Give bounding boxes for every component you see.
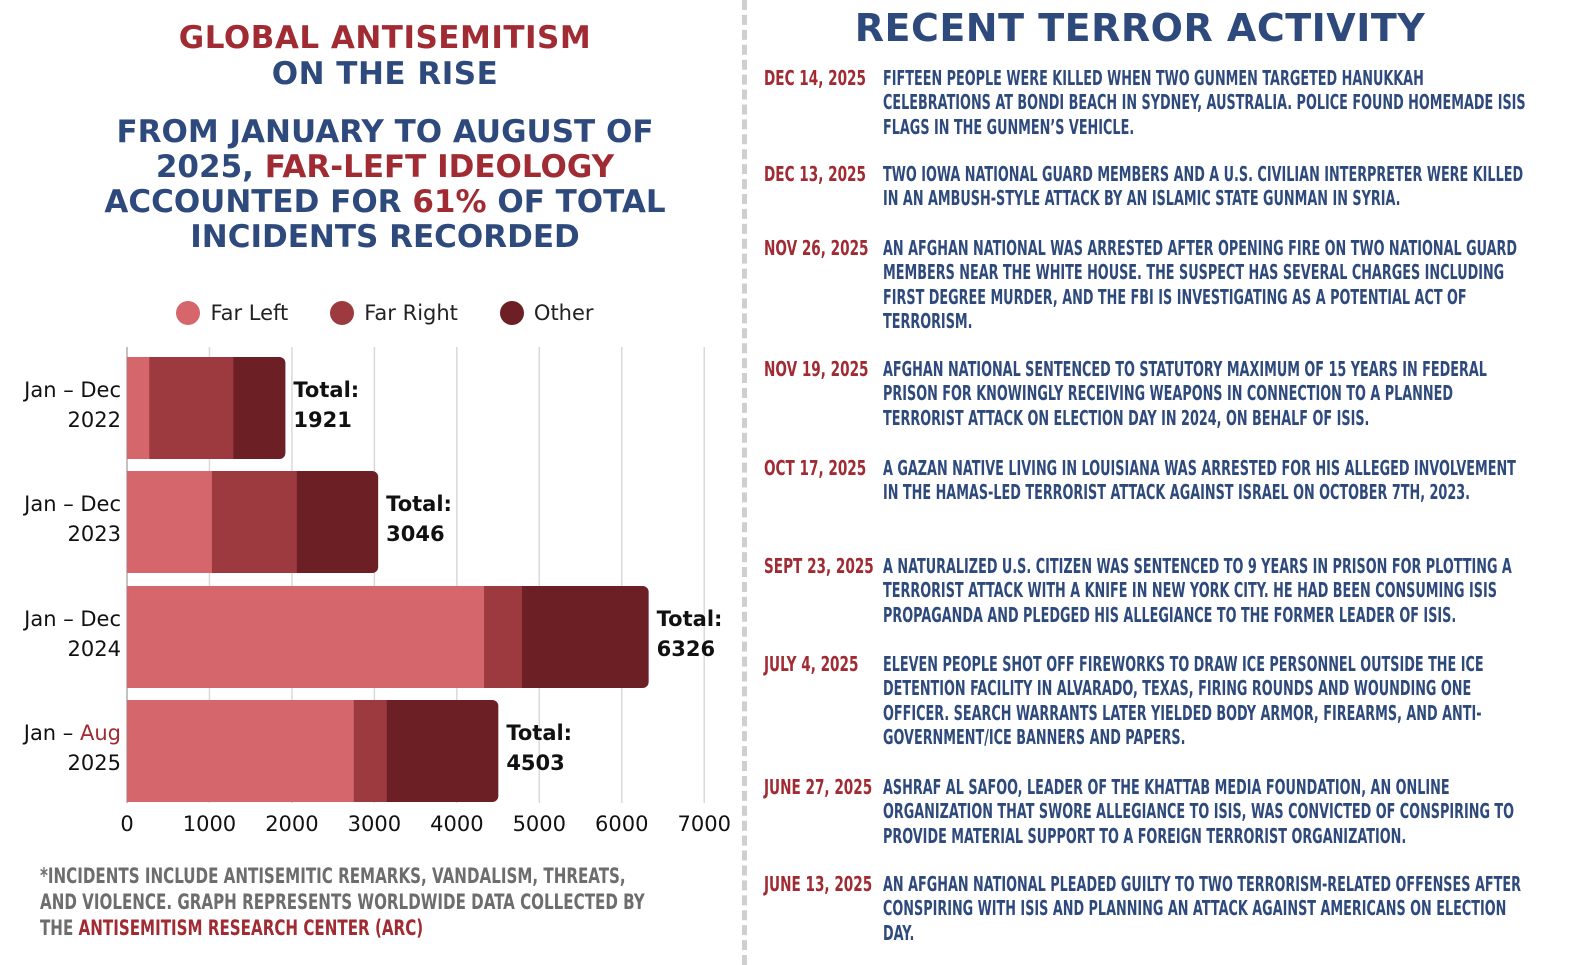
event-date: JUNE 13, 2025 — [764, 872, 873, 896]
category-label-line1: Jan – Dec — [22, 607, 121, 631]
total-value: 6326 — [657, 637, 715, 661]
terror-activity-title: RECENT TERROR ACTIVITY — [854, 6, 1426, 50]
bar-far-right — [353, 700, 388, 802]
event-description: Ashraf Al Safoo, leader of the Khattab M… — [883, 775, 1515, 848]
legend-swatch-far-left — [176, 301, 201, 325]
event-date: JULY 4, 2025 — [764, 652, 859, 676]
chart-footnote: *INCIDENTS INCLUDE ANTISEMITIC REMARKS, … — [40, 863, 664, 941]
x-tick-label: 0 — [120, 812, 133, 836]
dashed-divider — [742, 0, 747, 965]
event-date: NOV 26, 2025 — [764, 236, 869, 260]
event-description: A naturalized U.S. citizen was sentenced… — [883, 554, 1512, 627]
category-label-line2: 2023 — [68, 522, 121, 546]
total-label: Total: — [657, 607, 723, 631]
bar-far-right — [484, 586, 523, 688]
legend-swatch-other — [499, 301, 524, 325]
event-date: JUNE 27, 2025 — [764, 775, 873, 799]
chart-legend: Far Left Far Right Other — [0, 301, 770, 325]
total-label: Total: — [386, 492, 452, 516]
category-label-line1: Jan – Dec — [22, 492, 121, 516]
event-description: Afghan national sentenced to statutory m… — [883, 357, 1487, 430]
bar-far-left — [127, 586, 485, 688]
category-label-line1: Jan – Aug — [22, 721, 121, 745]
bar-far-right — [149, 357, 234, 459]
bar-far-left — [127, 357, 150, 459]
headline-highlight-far-left: FAR-LEFT IDEOLOGY — [264, 149, 615, 185]
headline-highlight-percent: 61% — [412, 184, 487, 220]
event-description: Two Iowa National Guard members and a U.… — [883, 162, 1524, 211]
x-tick-label: 6000 — [595, 812, 648, 836]
event-date: NOV 19, 2025 — [764, 357, 869, 381]
event-description: Fifteen people were killed when two gunm… — [883, 66, 1526, 139]
legend-item-other: Other — [499, 301, 594, 325]
bar-far-left — [127, 471, 213, 573]
legend-label-far-right: Far Right — [364, 301, 458, 325]
total-label: Total: — [506, 721, 572, 745]
headline-part-3: OF TOTAL INCIDENTS RECORDED — [190, 184, 666, 255]
bar-other — [521, 586, 649, 688]
legend-swatch-far-right — [330, 301, 355, 325]
bar-far-left — [127, 700, 355, 802]
event-date: OCT 17, 2025 — [764, 456, 867, 480]
total-value: 4503 — [506, 751, 564, 775]
headline: FROM JANUARY TO AUGUST OF 2025, FAR-LEFT… — [80, 115, 690, 255]
total-value: 1921 — [293, 408, 351, 432]
legend-item-far-right: Far Right — [330, 301, 458, 325]
legend-label-other: Other — [533, 301, 594, 325]
event-description: A Gazan native living in Louisiana was a… — [883, 456, 1516, 505]
footnote-text: *INCIDENTS INCLUDE ANTISEMITIC REMARKS, … — [40, 864, 645, 940]
event-description: Eleven people shot off fireworks to draw… — [883, 652, 1484, 749]
bar-other — [296, 471, 379, 573]
category-label-line1: Jan – Dec — [22, 378, 121, 402]
title-line-1: GLOBAL ANTISEMITISM — [178, 20, 592, 56]
category-label-line2: 2024 — [68, 637, 121, 661]
bar-other — [233, 357, 286, 459]
x-tick-label: 1000 — [183, 812, 236, 836]
stacked-bar-chart: 0 1000 2000 3000 4000 5000 6000 7000 Jan – Dec 20… — [22, 347, 731, 836]
x-tick-label: 7000 — [677, 812, 730, 836]
event-date: SEPT 23, 2025 — [764, 554, 874, 578]
bar-other — [386, 700, 499, 802]
event-date: DEC 13, 2025 — [764, 162, 866, 186]
legend-item-far-left: Far Left — [176, 301, 288, 325]
footnote-source: ANTISEMITISM RESEARCH CENTER (ARC) — [78, 916, 424, 940]
category-label-line2: 2025 — [68, 751, 121, 775]
category-label-highlight: Aug — [80, 721, 121, 745]
x-tick-label: 2000 — [265, 812, 318, 836]
event-date: DEC 14, 2025 — [764, 66, 866, 90]
total-value: 3046 — [386, 522, 444, 546]
category-label-line2: 2022 — [68, 408, 121, 432]
x-tick-label: 4000 — [430, 812, 483, 836]
x-tick-label: 3000 — [348, 812, 401, 836]
event-description: An Afghan national was arrested after op… — [883, 236, 1518, 333]
event-description: An Afghan national pleaded guilty to two… — [883, 872, 1521, 945]
legend-label-far-left: Far Left — [210, 301, 289, 325]
total-label: Total: — [293, 378, 359, 402]
headline-part-1: FROM JANUARY TO AUGUST OF 2025, — [116, 114, 654, 185]
x-tick-label: 5000 — [513, 812, 566, 836]
headline-part-2: ACCOUNTED FOR — [104, 184, 413, 220]
title-line-2: ON THE RISE — [271, 56, 499, 92]
bar-far-right — [211, 471, 298, 573]
